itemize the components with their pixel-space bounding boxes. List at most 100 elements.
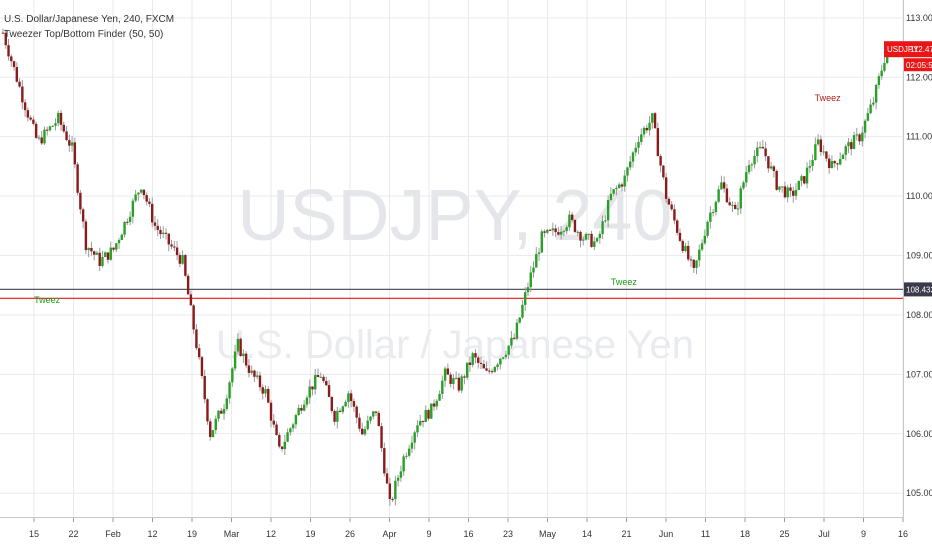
- candle-down: [175, 247, 179, 256]
- current-price-tag: [884, 41, 932, 58]
- candle-down: [26, 110, 30, 118]
- candle-down: [186, 275, 190, 295]
- candle-up: [631, 152, 635, 162]
- candle-down: [206, 399, 209, 422]
- candle-down: [15, 67, 19, 82]
- candle-up: [883, 63, 886, 71]
- candle-down: [322, 376, 325, 381]
- candle-up: [305, 397, 309, 405]
- candle-up: [786, 187, 789, 198]
- candle-down: [330, 396, 334, 411]
- candle-up: [703, 235, 707, 244]
- candle-up: [399, 471, 403, 478]
- candle-down: [151, 203, 154, 223]
- candle-up: [43, 129, 46, 144]
- candle-up: [507, 345, 510, 355]
- candle-up: [739, 188, 742, 209]
- candle-down: [173, 246, 176, 248]
- candle-up: [410, 442, 414, 449]
- candle-down: [272, 420, 275, 425]
- candle-up: [720, 182, 723, 190]
- candle-down: [81, 209, 85, 222]
- candle-up: [822, 151, 825, 153]
- candle-up: [123, 221, 126, 235]
- indicator-title[interactable]: Tweezer Top/Bottom Finder (50, 50): [4, 29, 164, 40]
- candle-up: [222, 408, 226, 414]
- candle-down: [361, 428, 364, 435]
- candle-up: [637, 141, 640, 148]
- candle-up: [37, 137, 41, 139]
- candle-down: [725, 188, 729, 203]
- candle-down: [656, 128, 660, 157]
- candle-up: [402, 456, 405, 472]
- candle-up: [211, 430, 215, 438]
- candle-up: [465, 362, 469, 378]
- candle-up: [532, 267, 535, 273]
- candle-down: [253, 370, 256, 377]
- candle-up: [805, 167, 809, 184]
- candle-up: [319, 376, 322, 378]
- candle-down: [300, 407, 303, 411]
- candle-up: [877, 76, 881, 85]
- candle-up: [861, 132, 864, 142]
- candle-down: [620, 184, 624, 187]
- candle-down: [1, 32, 5, 34]
- candle-down: [590, 233, 593, 247]
- candle-up: [601, 221, 604, 235]
- countdown-tag: [904, 58, 932, 72]
- candle-down: [488, 370, 491, 372]
- candle-up: [540, 231, 543, 253]
- candle-down: [485, 368, 488, 371]
- symbol-title: U.S. Dollar/Japanese Yen, 240, FXCM: [4, 14, 175, 25]
- candle-down: [12, 61, 16, 68]
- candle-down: [463, 376, 466, 378]
- candle-up: [48, 126, 52, 131]
- candle-up: [758, 146, 762, 148]
- price-tag-value: 112.472: [910, 45, 932, 54]
- candle-up: [134, 194, 137, 201]
- candle-down: [827, 158, 831, 169]
- candle-down: [385, 473, 389, 484]
- candle-up: [839, 159, 842, 165]
- candle-down: [79, 192, 82, 210]
- candle-up: [546, 229, 549, 233]
- candle-up: [872, 102, 875, 105]
- candle-down: [203, 376, 206, 400]
- candle-up: [814, 144, 817, 161]
- candle-down: [761, 146, 765, 149]
- candle-down: [278, 434, 281, 447]
- candle-up: [642, 127, 646, 135]
- candle-up: [413, 432, 416, 443]
- candle-down: [432, 403, 436, 407]
- tweez-annotation: Tweez: [34, 295, 61, 305]
- candle-up: [709, 212, 712, 222]
- time-tick-label: Feb: [105, 529, 121, 539]
- candle-up: [233, 351, 237, 369]
- candle-down: [482, 363, 485, 369]
- candle-up: [551, 228, 555, 231]
- candle-up: [87, 247, 90, 251]
- candle-down: [767, 156, 770, 169]
- candle-up: [430, 403, 433, 419]
- candle-up: [214, 418, 217, 431]
- candle-down: [457, 377, 461, 391]
- candle-down: [239, 338, 242, 357]
- candle-down: [380, 426, 383, 449]
- tweez-annotation: Tweez: [611, 277, 638, 287]
- candle-down: [548, 229, 552, 231]
- candle-up: [780, 186, 784, 188]
- candle-up: [256, 375, 259, 377]
- candle-up: [847, 142, 850, 147]
- candle-down: [195, 329, 198, 349]
- candle-up: [629, 161, 632, 168]
- candle-down: [490, 371, 494, 373]
- candle-up: [684, 245, 687, 252]
- candle-down: [275, 424, 278, 435]
- candle-up: [651, 113, 654, 123]
- time-tick-label: Apr: [382, 529, 396, 539]
- candle-up: [604, 220, 607, 222]
- candle-down: [84, 221, 88, 251]
- candle-up: [493, 367, 497, 372]
- candle-down: [209, 421, 212, 438]
